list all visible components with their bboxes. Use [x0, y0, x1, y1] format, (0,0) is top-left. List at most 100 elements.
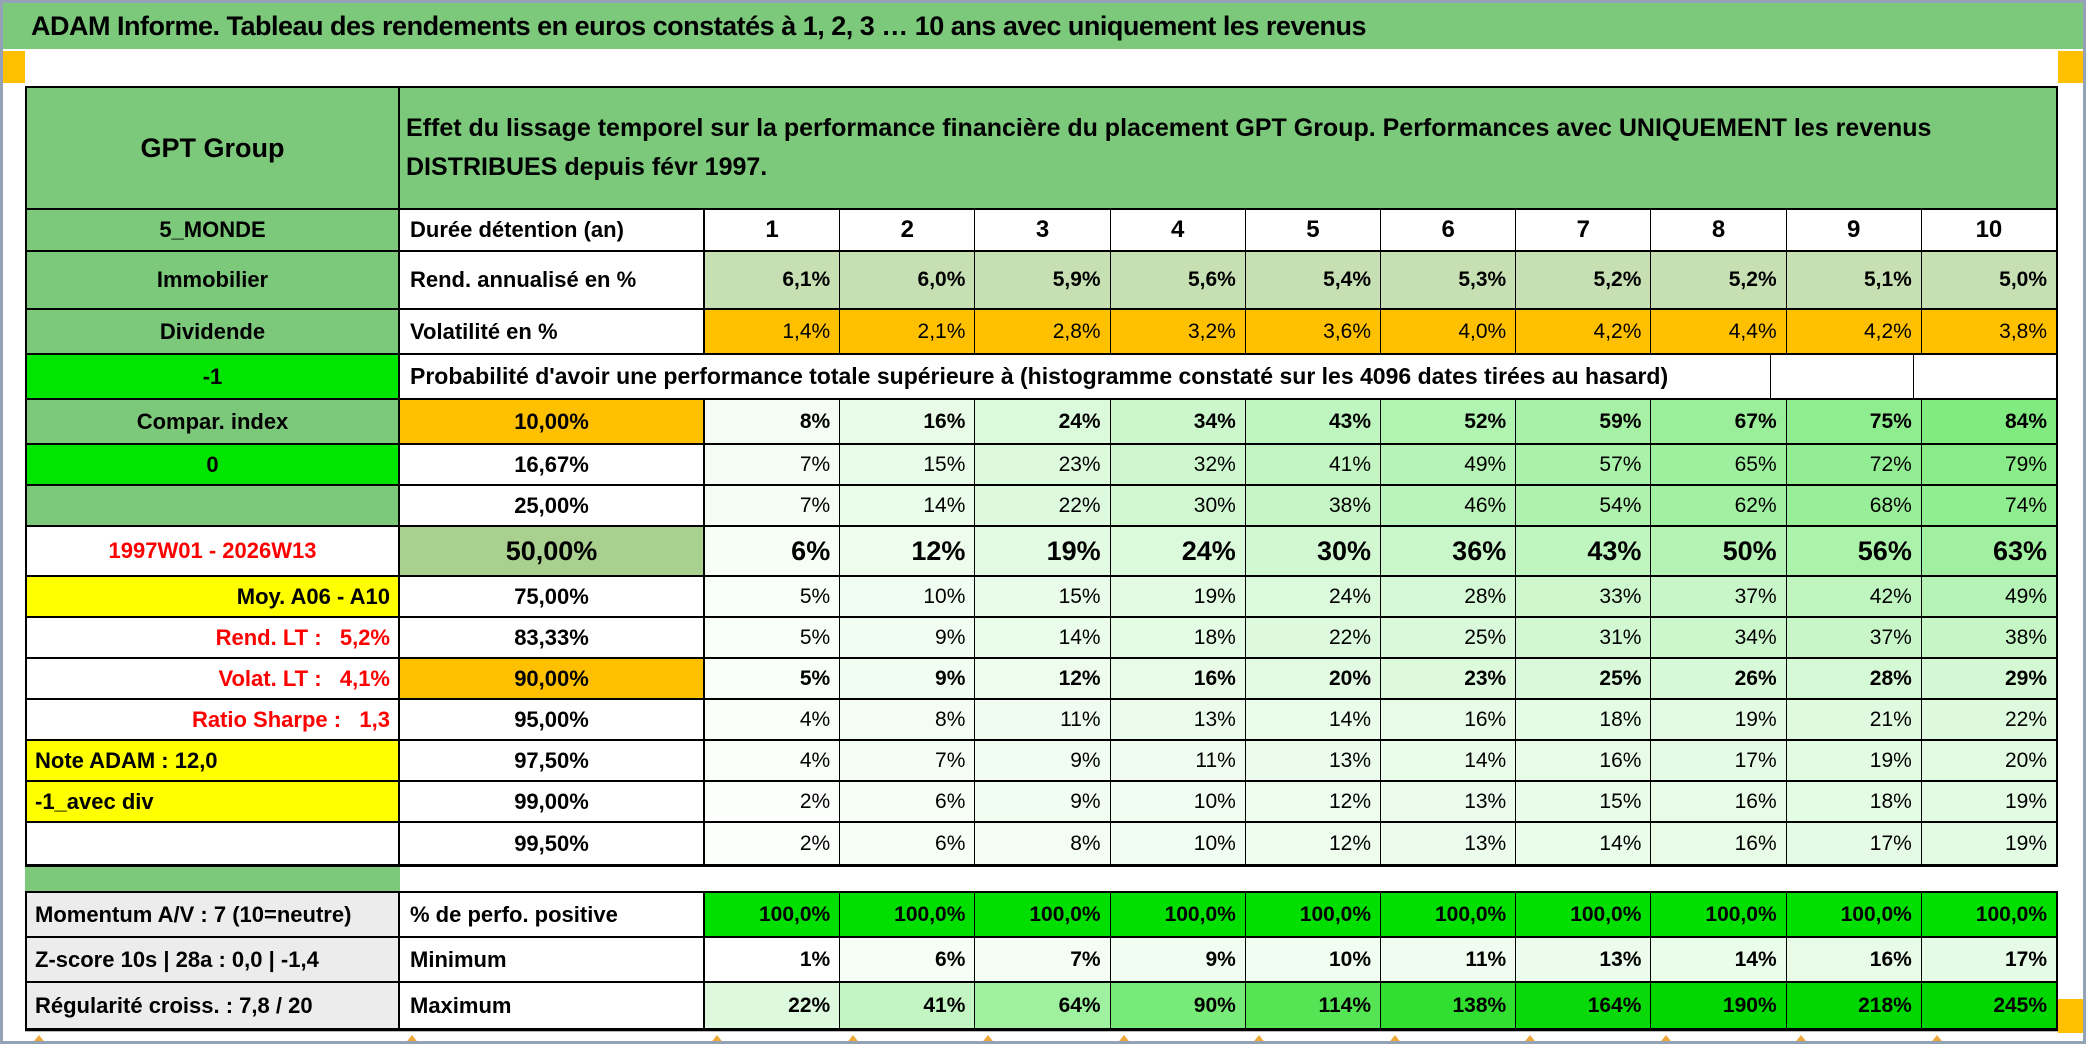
value-cell[interactable]: 4,0%	[1381, 310, 1517, 353]
value-cell[interactable]: 100,0%	[705, 893, 841, 936]
value-cell[interactable]: 1,4%	[705, 310, 841, 353]
column-header-cell[interactable]: 9	[1787, 210, 1922, 250]
value-cell[interactable]: 5,3%	[1381, 252, 1517, 308]
value-cell[interactable]: 68%	[1786, 486, 1922, 525]
empty-cell[interactable]	[1914, 355, 2056, 398]
value-cell[interactable]: 14%	[1381, 741, 1517, 780]
value-cell[interactable]: 13%	[1110, 700, 1246, 739]
value-cell[interactable]: 19%	[1786, 741, 1922, 780]
value-cell[interactable]: 14%	[975, 618, 1111, 657]
value-cell[interactable]: 100,0%	[840, 893, 976, 936]
value-cell[interactable]: 5,0%	[1921, 252, 2057, 308]
column-header-cell[interactable]: 8	[1651, 210, 1787, 250]
value-cell[interactable]: 41%	[840, 983, 976, 1028]
value-cell[interactable]: 49%	[1381, 445, 1517, 484]
value-cell[interactable]: 8%	[975, 823, 1111, 864]
column-header-cell[interactable]: 6	[1381, 210, 1517, 250]
value-cell[interactable]: 21%	[1786, 700, 1922, 739]
threshold-cell[interactable]: 50,00%	[400, 527, 705, 575]
value-cell[interactable]: 18%	[1110, 618, 1246, 657]
row-label-cell[interactable]: Volat. LT : 4,1%	[27, 659, 400, 698]
value-cell[interactable]: 6,0%	[840, 252, 976, 308]
value-cell[interactable]: 49%	[1921, 577, 2057, 616]
value-cell[interactable]: 5%	[705, 659, 841, 698]
value-cell[interactable]: 100,0%	[1245, 893, 1382, 936]
value-cell[interactable]: 56%	[1786, 527, 1922, 575]
value-cell[interactable]: 9%	[840, 659, 976, 698]
value-cell[interactable]: 218%	[1786, 983, 1922, 1028]
value-cell[interactable]: 17%	[1651, 741, 1787, 780]
value-cell[interactable]: 4,4%	[1651, 310, 1787, 353]
value-cell[interactable]: 57%	[1516, 445, 1652, 484]
value-cell[interactable]: 14%	[1651, 938, 1787, 981]
value-cell[interactable]: 114%	[1245, 983, 1382, 1028]
value-cell[interactable]: 10%	[1110, 823, 1246, 864]
value-cell[interactable]: 20%	[1921, 741, 2057, 780]
value-cell[interactable]: 100,0%	[1921, 893, 2057, 936]
value-cell[interactable]: 23%	[975, 445, 1111, 484]
value-cell[interactable]: 19%	[1921, 823, 2057, 864]
value-cell[interactable]: 12%	[1245, 823, 1382, 864]
value-cell[interactable]: 11%	[1110, 741, 1246, 780]
value-cell[interactable]: 6%	[705, 527, 841, 575]
value-cell[interactable]: 30%	[1245, 527, 1382, 575]
value-cell[interactable]: 5,2%	[1651, 252, 1787, 308]
row-label-cell[interactable]: Compar. index	[27, 400, 400, 443]
value-cell[interactable]: 31%	[1516, 618, 1652, 657]
value-cell[interactable]: 1%	[705, 938, 841, 981]
row-label-cell[interactable]: Immobilier	[27, 252, 400, 308]
value-cell[interactable]: 22%	[975, 486, 1111, 525]
value-cell[interactable]: 84%	[1921, 400, 2057, 443]
value-cell[interactable]: 50%	[1651, 527, 1787, 575]
row-label-cell[interactable]	[27, 486, 400, 525]
value-cell[interactable]: 16%	[1651, 823, 1787, 864]
value-cell[interactable]: 79%	[1921, 445, 2057, 484]
value-cell[interactable]: 7%	[840, 741, 976, 780]
value-cell[interactable]: 5,9%	[975, 252, 1111, 308]
row-label-cell[interactable]: Note ADAM : 12,0	[27, 741, 400, 780]
value-cell[interactable]: 7%	[975, 938, 1111, 981]
value-cell[interactable]: 25%	[1381, 618, 1517, 657]
value-cell[interactable]: 18%	[1516, 700, 1652, 739]
value-cell[interactable]: 62%	[1651, 486, 1787, 525]
row-label-cell[interactable]: Z-score 10s | 28a : 0,0 | -1,4	[27, 938, 400, 981]
threshold-cell[interactable]: 75,00%	[400, 577, 705, 616]
value-cell[interactable]: 12%	[975, 659, 1111, 698]
value-cell[interactable]: 8%	[840, 700, 976, 739]
row-label-cell[interactable]: -1	[27, 355, 400, 398]
value-cell[interactable]: 34%	[1110, 400, 1246, 443]
value-cell[interactable]: 36%	[1381, 527, 1517, 575]
threshold-cell[interactable]: 90,00%	[400, 659, 705, 698]
index-name-cell[interactable]: 5_MONDE	[27, 210, 400, 250]
column-header-cell[interactable]: 4	[1111, 210, 1246, 250]
value-cell[interactable]: 13%	[1381, 782, 1517, 821]
value-cell[interactable]: 17%	[1786, 823, 1922, 864]
value-cell[interactable]: 67%	[1651, 400, 1787, 443]
value-cell[interactable]: 32%	[1110, 445, 1246, 484]
row-label-cell[interactable]: -1_avec div	[27, 782, 400, 821]
empty-cell[interactable]	[1771, 355, 1914, 398]
column-header-cell[interactable]: 2	[840, 210, 976, 250]
value-cell[interactable]: 138%	[1381, 983, 1517, 1028]
value-cell[interactable]: 14%	[840, 486, 976, 525]
value-cell[interactable]: 13%	[1381, 823, 1517, 864]
row-label-cell[interactable]: Moy. A06 - A10	[27, 577, 400, 616]
threshold-cell[interactable]: 25,00%	[400, 486, 705, 525]
value-cell[interactable]: 16%	[1516, 741, 1652, 780]
row-label-cell[interactable]: 1997W01 - 2026W13	[27, 527, 400, 575]
table-description-cell[interactable]: Effet du lissage temporel sur la perform…	[400, 88, 2056, 208]
value-cell[interactable]: 164%	[1516, 983, 1652, 1028]
value-cell[interactable]: 15%	[1516, 782, 1652, 821]
value-cell[interactable]: 43%	[1516, 527, 1652, 575]
value-cell[interactable]: 10%	[1110, 782, 1246, 821]
value-cell[interactable]: 38%	[1921, 618, 2057, 657]
value-cell[interactable]: 16%	[1381, 700, 1517, 739]
threshold-cell[interactable]: 99,50%	[400, 823, 705, 864]
value-cell[interactable]: 30%	[1110, 486, 1246, 525]
value-cell[interactable]: 9%	[1110, 938, 1246, 981]
value-cell[interactable]: 100,0%	[975, 893, 1111, 936]
value-cell[interactable]: 37%	[1651, 577, 1787, 616]
threshold-cell[interactable]: 95,00%	[400, 700, 705, 739]
value-cell[interactable]: 9%	[975, 741, 1111, 780]
value-cell[interactable]: 72%	[1786, 445, 1922, 484]
